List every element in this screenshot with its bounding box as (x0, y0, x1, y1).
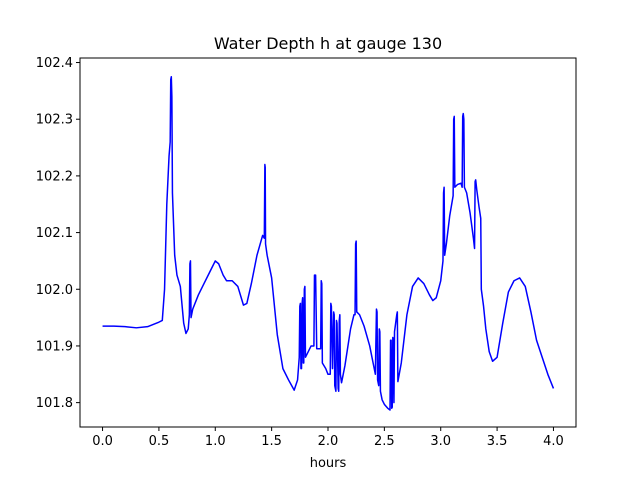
y-tick-label: 102.0 (36, 283, 73, 298)
plot-area: 0.0 0.5 1.0 1.5 2.0 2.5 3.0 3.5 4.0 101.8101.910… (36, 56, 577, 449)
x-tick-label: 2.5 (374, 434, 395, 449)
y-tick-label: 101.9 (36, 339, 73, 354)
x-tick-label: 0.5 (149, 434, 170, 449)
plot-frame (79, 57, 577, 428)
y-tick-label: 102.1 (36, 226, 73, 241)
x-tick-label: 0.0 (92, 434, 113, 449)
x-axis-label: hours (310, 456, 347, 471)
x-axis: 0.0 0.5 1.0 1.5 2.0 2.5 3.0 3.5 4.0 (92, 427, 564, 449)
x-tick-label: 3.0 (430, 434, 451, 449)
x-tick-label: 1.5 (261, 434, 282, 449)
x-tick-label: 4.0 (543, 434, 564, 449)
y-tick-label: 101.8 (36, 396, 73, 411)
y-tick-label: 102.2 (36, 169, 73, 184)
x-tick-label: 2.0 (318, 434, 339, 449)
y-axis: 101.8 101.9 102.0 102.1 102.2 102.3 102.4 (36, 56, 80, 411)
series-line (102, 75, 555, 411)
chart-title: Water Depth h at gauge 130 (214, 34, 442, 53)
y-tick-label: 102.4 (36, 56, 73, 71)
x-tick-label: 3.5 (487, 434, 508, 449)
x-tick-label: 1.0 (205, 434, 226, 449)
y-tick-label: 102.3 (36, 113, 73, 128)
